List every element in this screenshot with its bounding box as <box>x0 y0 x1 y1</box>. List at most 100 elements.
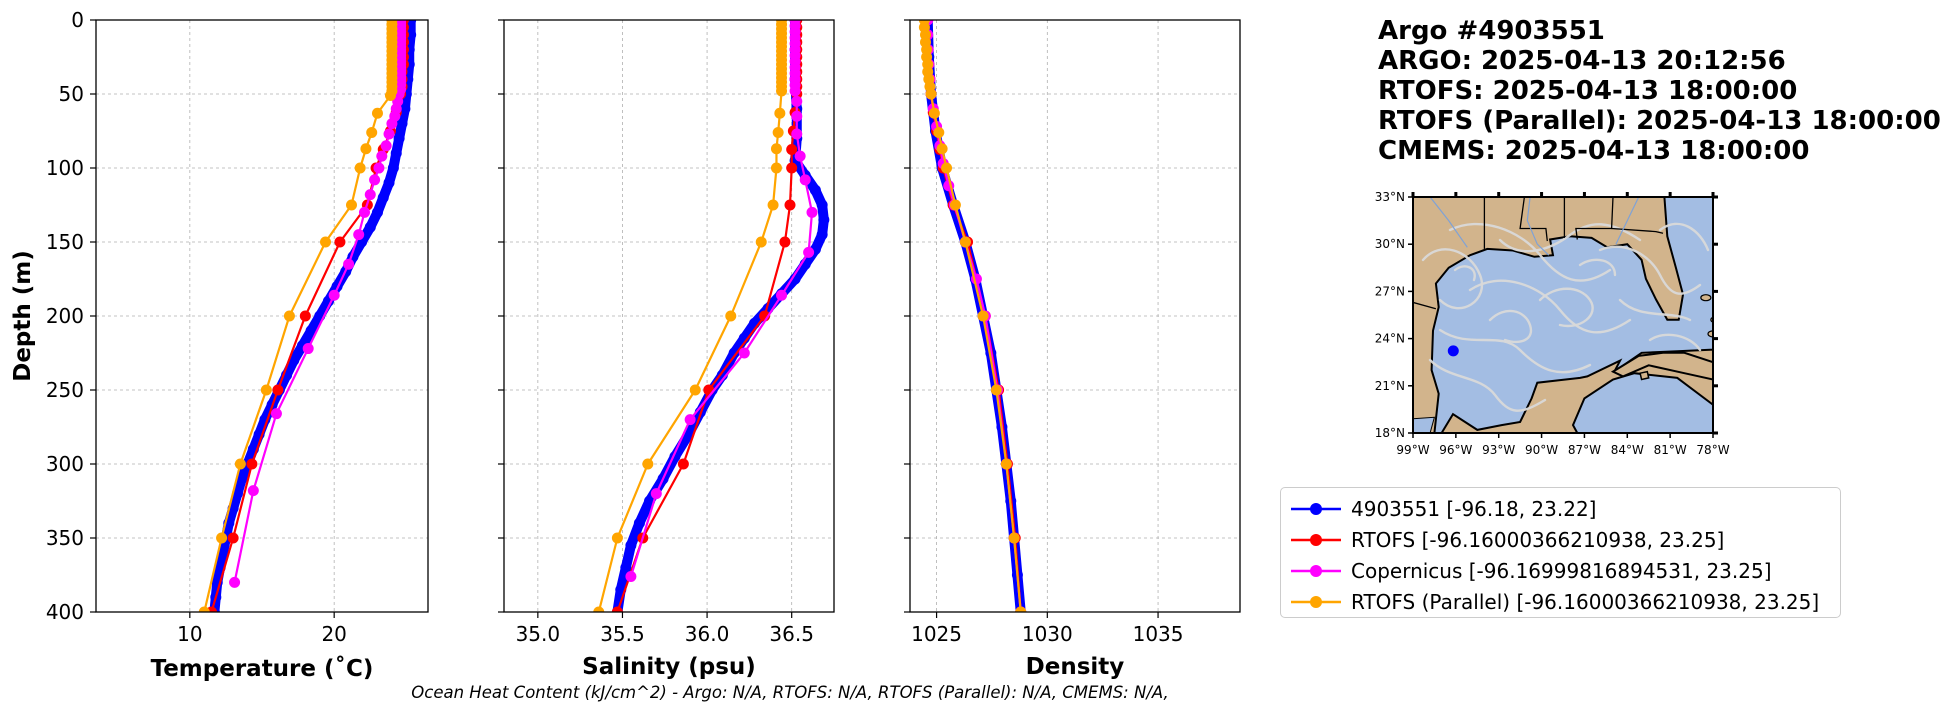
series-group <box>593 20 830 612</box>
header-line-rtofs-time: RTOFS: 2025-04-13 18:00:00 <box>1378 76 1798 106</box>
data-point-rtofs-parallel <box>216 532 228 544</box>
map-float-marker <box>1447 345 1459 357</box>
data-point-rtofs-parallel <box>772 126 784 138</box>
data-point-rtofs-parallel <box>360 143 372 155</box>
data-point-copernicus <box>270 408 282 420</box>
y-tick-label: 100 <box>46 156 84 180</box>
map-water-sw <box>1413 416 1436 433</box>
data-point-rtofs-parallel <box>593 606 605 612</box>
map-frame <box>1412 196 1714 434</box>
map-border <box>1575 197 1614 240</box>
data-point-rtofs-parallel <box>977 310 989 322</box>
map-streamline <box>1488 309 1533 344</box>
series-line-copernicus <box>233 20 402 584</box>
float-info-header: Argo #4903551 ARGO: 2025-04-13 20:12:56 … <box>1378 16 1941 166</box>
map-streamline <box>1421 248 1484 310</box>
x-tick-label: 10 <box>177 622 202 646</box>
data-point-copernicus <box>791 128 803 140</box>
data-point-rtofs <box>227 532 239 544</box>
map-border <box>1611 227 1664 234</box>
map-lat-label: 33°N <box>1375 190 1405 204</box>
x-axis-label-salinity: Salinity (psu) <box>582 654 756 680</box>
data-point-rtofs <box>784 199 796 211</box>
map-lat-label: 24°N <box>1375 332 1405 346</box>
map-streamline <box>1648 333 1702 352</box>
location-map: 33°N 30°N 27°N 24°N 21°N 18°N 99°W 96°W 93°W 90°W… <box>1375 190 1730 457</box>
data-point-rtofs-parallel <box>936 143 948 155</box>
series-group <box>918 20 1027 612</box>
y-tick-label: 250 <box>46 378 84 402</box>
legend-entry-rtofs: RTOFS [-96.16000366210938, 23.25] <box>1281 526 1840 554</box>
data-point-rtofs <box>299 310 311 322</box>
data-point-rtofs-parallel <box>689 384 701 396</box>
legend: 4903551 [-96.18, 23.22] RTOFS [-96.16000… <box>1280 487 1841 618</box>
data-point-copernicus <box>302 343 314 355</box>
legend-label-rtofs-parallel: RTOFS (Parallel) [-96.16000366210938, 23… <box>1351 590 1820 614</box>
data-point-copernicus <box>625 570 637 582</box>
data-point-rtofs-parallel <box>990 384 1002 396</box>
map-lon-label: 87°W <box>1568 443 1601 457</box>
y-tick-label: 0 <box>71 8 84 32</box>
y-tick-label: 200 <box>46 304 84 328</box>
data-point-copernicus <box>376 150 388 162</box>
data-point-rtofs-parallel <box>949 199 961 211</box>
data-point-copernicus <box>229 576 241 588</box>
data-point-rtofs-parallel <box>1000 458 1012 470</box>
map-streamline <box>1468 279 1632 334</box>
map-lat-label: 30°N <box>1375 237 1405 251</box>
map-border <box>1519 197 1548 242</box>
legend-swatch-copernicus <box>1291 565 1341 577</box>
map-bahamas-island <box>1700 294 1712 302</box>
legend-entry-copernicus: Copernicus [-96.16999816894531, 23.25] <box>1281 557 1840 585</box>
map-bahamas-island <box>1707 330 1713 338</box>
data-point-argo <box>364 221 376 233</box>
legend-swatch-rtofs <box>1291 534 1341 546</box>
data-point-argo <box>633 517 645 529</box>
y-axis-label: Depth (m) <box>10 250 36 382</box>
map-streamline <box>1428 358 1547 412</box>
data-point-rtofs-parallel <box>933 126 945 138</box>
data-point-argo <box>383 177 395 189</box>
legend-label-copernicus: Copernicus [-96.16999816894531, 23.25] <box>1351 559 1772 583</box>
map-island <box>1639 370 1650 381</box>
map-lon-label: 81°W <box>1654 443 1687 457</box>
data-point-copernicus <box>369 174 381 186</box>
data-point-copernicus <box>791 95 803 107</box>
map-river <box>1429 197 1468 248</box>
data-point-rtofs-parallel <box>959 236 971 248</box>
map-streamline <box>1538 287 1594 328</box>
data-point-rtofs-parallel <box>371 107 383 119</box>
data-point-argo <box>809 184 821 196</box>
data-point-rtofs-parallel <box>1008 532 1020 544</box>
data-point-argo <box>625 539 637 551</box>
legend-label-argo: 4903551 [-96.18, 23.22] <box>1351 497 1597 521</box>
temperature-panel: 0 50 100 150 200 250 300 350 400 10 20 <box>46 8 429 646</box>
data-point-copernicus <box>247 485 259 497</box>
ohc-caption: Ocean Heat Content (kJ/cm^2) - Argo: N/A… <box>411 683 1168 702</box>
map-lat-label: 18°N <box>1375 426 1405 440</box>
data-point-copernicus <box>803 246 815 258</box>
x-tick-label: 20 <box>321 622 346 646</box>
map-lat-label: 27°N <box>1375 284 1405 298</box>
data-point-rtofs-parallel <box>770 143 782 155</box>
data-point-rtofs-parallel <box>725 310 737 322</box>
data-point-argo <box>816 199 828 211</box>
data-point-argo <box>816 229 828 241</box>
data-point-rtofs-parallel <box>941 162 953 174</box>
data-point-rtofs <box>272 384 284 396</box>
data-point-rtofs <box>677 458 689 470</box>
data-point-rtofs <box>334 236 346 248</box>
y-tick-label: 150 <box>46 230 84 254</box>
data-point-rtofs-parallel <box>776 85 788 97</box>
data-point-copernicus <box>799 174 811 186</box>
map-lon-label: 96°W <box>1439 443 1472 457</box>
x-axis-label-temperature: Temperature (˚C) <box>151 655 374 682</box>
data-point-argo <box>231 488 243 500</box>
map-streamline <box>1598 245 1702 295</box>
y-tick-label: 400 <box>46 600 84 624</box>
data-point-copernicus <box>776 289 788 301</box>
x-axis-label-density: Density <box>1026 654 1125 680</box>
data-point-argo <box>396 118 408 130</box>
data-point-rtofs-parallel <box>345 199 357 211</box>
